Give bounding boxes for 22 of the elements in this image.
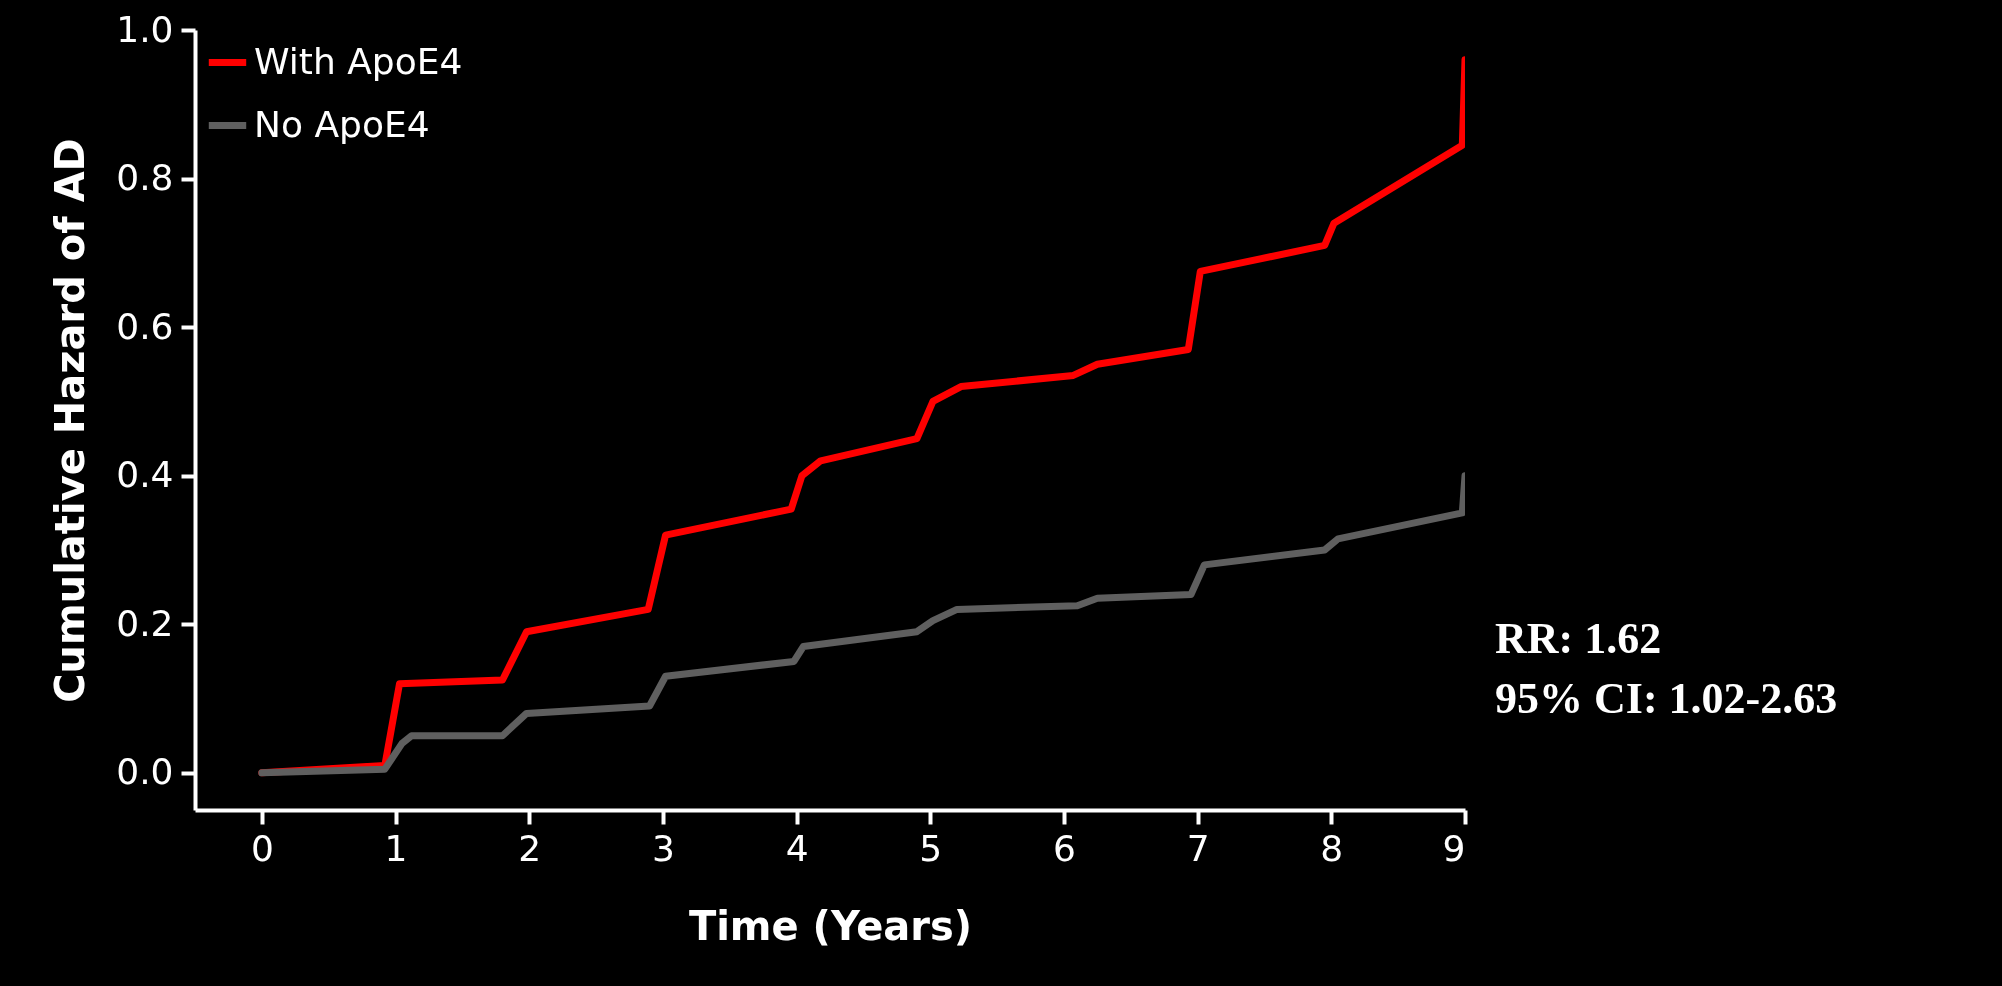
x-axis-title: Time (Years) xyxy=(688,902,973,949)
x-tick-label: 5 xyxy=(919,827,943,869)
y-tick-label: 0.2 xyxy=(116,602,174,644)
x-tick-label: 4 xyxy=(785,827,809,869)
y-tick-label: 1.0 xyxy=(116,8,174,50)
legend-label: With ApoE4 xyxy=(254,40,463,82)
x-tick-label: 0 xyxy=(250,827,274,869)
y-axis-title: Cumulative Hazard of AD xyxy=(47,138,94,703)
x-tick-label: 7 xyxy=(1186,827,1210,869)
y-tick-label: 0.4 xyxy=(116,454,174,496)
x-tick-label: 9 xyxy=(1442,827,1466,869)
text: RR: 1.62 xyxy=(1495,614,1662,663)
legend-label: No ApoE4 xyxy=(254,103,430,145)
y-tick-label: 0.6 xyxy=(116,305,174,347)
y-tick-label: 0.8 xyxy=(116,157,174,199)
text: 95% CI: 1.02-2.63 xyxy=(1495,674,1838,723)
x-tick-label: 2 xyxy=(518,827,542,869)
x-tick-label: 3 xyxy=(651,827,675,869)
x-tick-label: 6 xyxy=(1052,827,1076,869)
x-tick-label: 8 xyxy=(1320,827,1344,869)
x-tick-label: 1 xyxy=(384,827,408,869)
y-tick-label: 0.0 xyxy=(116,751,174,793)
